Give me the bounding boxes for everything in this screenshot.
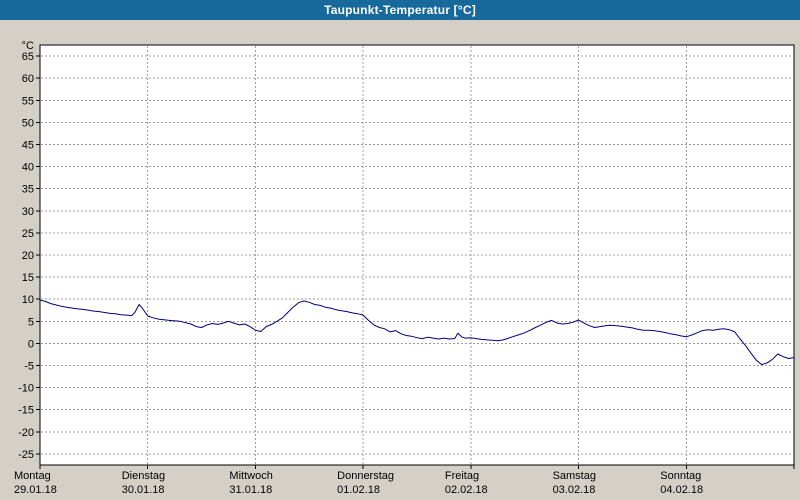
weekday-label: Freitag [445,470,479,482]
axis-tick-marks [36,55,795,469]
date-label: 03.02.18 [553,484,596,496]
weekday-label: Mittwoch [229,470,272,482]
weekday-label: Donnerstag [337,470,394,482]
date-label: 30.01.18 [122,484,165,496]
x-axis-labels: Montag 29.01.18 Dienstag 30.01.18 Mittwoch 31… [14,470,703,496]
weekday-label: Dienstag [122,470,165,482]
y-tick-label: 5 [28,316,34,328]
y-tick-label: 25 [22,228,34,240]
y-tick-label: 50 [22,117,34,129]
date-label: 02.02.18 [445,484,488,496]
y-tick-label: 30 [22,206,34,218]
y-tick-label: 55 [22,95,34,107]
y-tick-label: 65 [22,51,34,63]
date-label: 31.01.18 [229,484,272,496]
y-tick-label: 45 [22,139,34,151]
y-tick-label: 0 [28,338,34,350]
weekday-label: Sonntag [660,470,701,482]
weekday-label: Montag [14,470,51,482]
date-label: 01.02.18 [337,484,380,496]
y-tick-label: 40 [22,162,34,174]
chart-title: Taupunkt-Temperatur [°C] [324,3,476,17]
y-tick-label: -10 [18,383,34,395]
y-tick-label: 15 [22,272,34,284]
weekday-label: Samstag [553,470,596,482]
date-label: 29.01.18 [14,484,57,496]
y-tick-label: -15 [18,405,34,417]
y-tick-label: -25 [18,449,34,461]
y-axis-unit-label: °C [22,40,34,52]
y-tick-label: 35 [22,184,34,196]
y-axis-labels: °C65605550454035302520151050-5-10-15-20-… [18,40,34,461]
y-tick-label: -20 [18,427,34,439]
y-tick-label: 60 [22,73,34,85]
y-tick-label: 20 [22,250,34,262]
chart-canvas: °C65605550454035302520151050-5-10-15-20-… [14,40,795,496]
temperature-line [39,299,795,366]
y-tick-label: 10 [22,294,34,306]
title-bar: Taupunkt-Temperatur [°C] [0,0,800,20]
gridlines [41,46,793,464]
date-label: 04.02.18 [660,484,703,496]
y-tick-label: -5 [24,361,34,373]
